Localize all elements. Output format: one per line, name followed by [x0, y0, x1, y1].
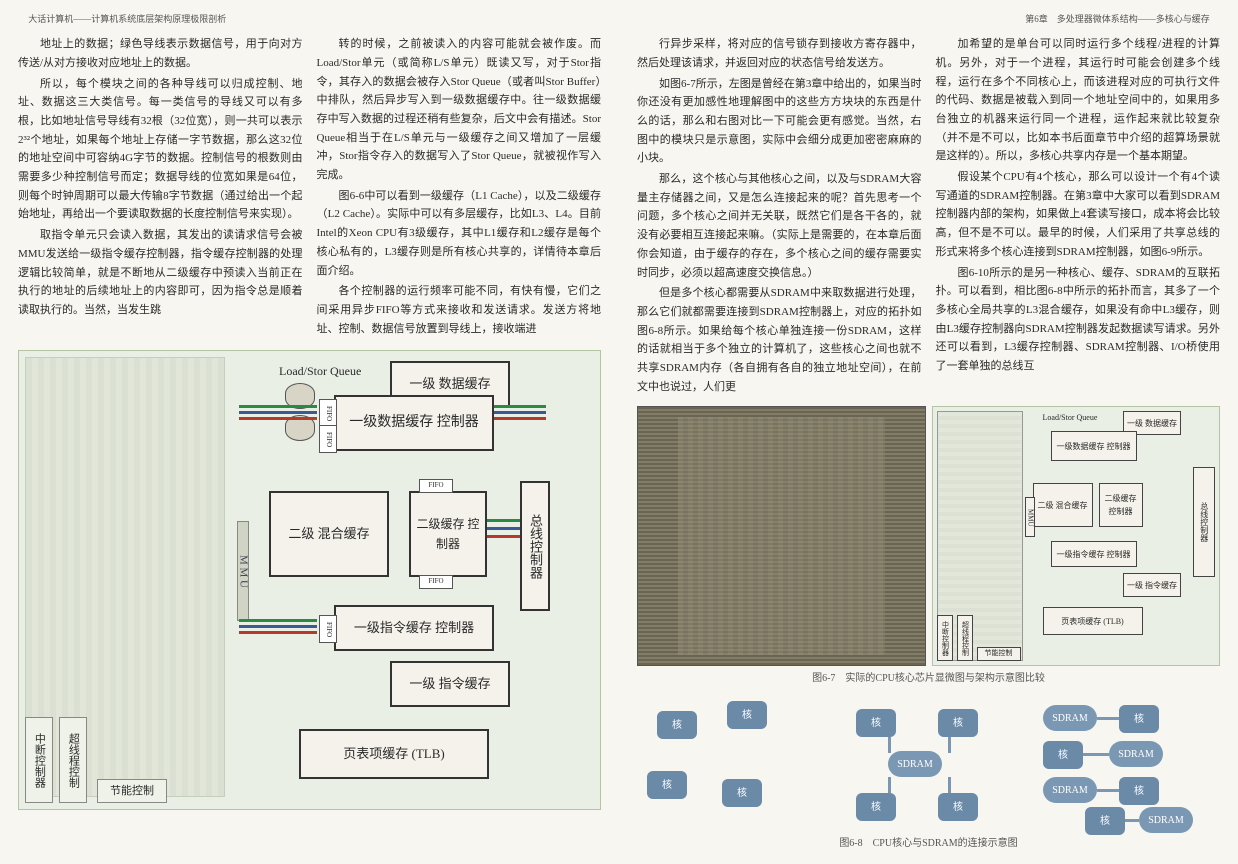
core-node: 核 [1043, 741, 1083, 769]
core-node: 核 [1119, 777, 1159, 805]
core-node: 核 [722, 779, 762, 807]
right-col-2: 加希望的是单台可以同时运行多个线程/进程的计算机。另外，对于一个进程，其运行时可… [936, 35, 1221, 398]
topology-c: SDRAM 核 核 SDRAM SDRAM 核 核 SDRAM [1039, 701, 1220, 831]
l2-ctrl-mini: 二级缓存 控制器 [1099, 483, 1143, 527]
left-header: 大话计算机——计算机系统底层架构原理极限剖析 [18, 12, 601, 35]
cpu-sketch-background [25, 357, 225, 797]
arch-mini-diagram: Load/Stor Queue 一级 数据缓存 一级数据缓存 控制器 二级 混合… [932, 406, 1221, 666]
l2-cache-controller: 二级缓存 控制器 [409, 491, 487, 577]
l1i-ctrl-mini: 一级指令缓存 控制器 [1051, 541, 1137, 567]
para: 如图6-7所示，左图是曾经在第3章中给出的，如果当时你还没有更加感性地理解图中的… [637, 75, 922, 168]
l1-data-cache-controller: 一级数据缓存 控制器 [334, 395, 494, 451]
para: 取指令单元只会读入数据，其发出的读请求信号会被MMU发送给一级指令缓存控制器，指… [18, 226, 303, 319]
fifo-icon: FIFO [319, 399, 337, 427]
edge [1125, 819, 1139, 822]
para: 假设某个CPU有4个核心，那么可以设计一个有4个读写通道的SDRAM控制器。在第… [936, 168, 1221, 261]
book-title: 大话计算机——计算机系统底层架构原理极限剖析 [28, 14, 226, 24]
core-node: 核 [856, 793, 896, 821]
core-node: 核 [856, 709, 896, 737]
arrow-green [239, 405, 317, 408]
core-node: 核 [1085, 807, 1125, 835]
die-micrograph [637, 406, 926, 666]
interrupt-controller: 中断控制器 [25, 717, 53, 803]
left-col-1: 地址上的数据；绿色导线表示数据信号，用于向对方传送/从对方接收对应地址上的数据。… [18, 35, 303, 340]
core-node: 核 [727, 701, 767, 729]
para: 加希望的是单台可以同时运行多个线程/进程的计算机。另外，对于一个进程，其运行时可… [936, 35, 1221, 166]
arrow-blue [239, 411, 317, 414]
edge [888, 777, 891, 793]
para: 但是多个核心都需要从SDRAM中来取数据进行处理，那么它们就都需要连接到SDRA… [637, 284, 922, 396]
fifo-icon: FIFO [419, 575, 453, 589]
para: 地址上的数据；绿色导线表示数据信号，用于向对方传送/从对方接收对应地址上的数据。 [18, 35, 303, 72]
core-node: 核 [938, 793, 978, 821]
core-node: 核 [657, 711, 697, 739]
power-mini: 节能控制 [977, 647, 1021, 661]
sdram-node: SDRAM [1109, 741, 1163, 767]
fifo-icon: FIFO [419, 479, 453, 493]
edge [1083, 753, 1109, 756]
l1i-mini: 一级 指令缓存 [1123, 573, 1181, 597]
tlb-mini: 页表项缓存 (TLB) [1043, 607, 1143, 635]
para: 转的时候，之前被读入的内容可能就会被作废。而Load/Stor单元（或简称L/S… [317, 35, 602, 185]
arrow-blue [239, 625, 317, 628]
right-page: 第6章 多处理器微体系结构——多核心与缓存 行异步采样，将对应的信号锁存到接收方… [619, 0, 1238, 864]
arrow-red [239, 417, 317, 420]
edge [1097, 789, 1119, 792]
sdram-node: SDRAM [888, 751, 942, 777]
mmu-mini: MMU [1025, 497, 1035, 537]
left-col-2: 转的时候，之前被读入的内容可能就会被作废。而Load/Stor单元（或简称L/S… [317, 35, 602, 340]
arrow-red [494, 417, 546, 420]
l1d-ctrl-mini: 一级数据缓存 控制器 [1051, 431, 1137, 461]
irq-mini: 中断控制器 [937, 615, 953, 661]
mmu-block: M M U [237, 521, 249, 621]
lsq-label: Load/Stor Queue [279, 361, 361, 381]
bus-controller: 总线控制器 [520, 481, 550, 611]
sdram-node: SDRAM [1043, 705, 1097, 731]
right-header: 第6章 多处理器微体系结构——多核心与缓存 [637, 12, 1220, 35]
fifo-icon: FIFO [319, 615, 337, 643]
edge [888, 737, 891, 753]
tlb-block: 页表项缓存 (TLB) [299, 729, 489, 779]
sdram-node: SDRAM [1043, 777, 1097, 803]
para: 所以，每个模块之间的各种导线可以归成控制、地址、数据这三大类信号。每一类信号的导… [18, 75, 303, 225]
figure-6-7: Load/Stor Queue 一级 数据缓存 一级数据缓存 控制器 二级 混合… [637, 406, 1220, 666]
figure-6-8: 核 核 核 核 SDRAM 核 核 核 核 SDRAM 核 核 SDRAM SD… [637, 701, 1220, 831]
sdram-node: SDRAM [1139, 807, 1193, 833]
right-columns: 行异步采样，将对应的信号锁存到接收方寄存器中，然后处理该请求，并返回对应的状态信… [637, 35, 1220, 398]
hyperthread-control: 超线程控制 [59, 717, 87, 803]
core-node: 核 [1119, 705, 1159, 733]
topology-b: SDRAM 核 核 核 核 [838, 701, 1019, 831]
edge [1097, 717, 1119, 720]
l2-mini: 二级 混合缓存 [1033, 483, 1093, 527]
bus-mini: 总线控制器 [1193, 467, 1215, 577]
para: 图6-10所示的是另一种核心、缓存、SDRAM的互联拓扑。可以看到，相比图6-8… [936, 264, 1221, 376]
ht-mini: 超线程控制 [957, 615, 973, 661]
figure-6-6: M M U Load/Stor Queue 一级 数据缓存 一级数据缓存 控制器… [18, 350, 601, 810]
power-control: 节能控制 [97, 779, 167, 803]
figure-6-7-caption: 图6-7 实际的CPU核心芯片显微图与架构示意图比较 [637, 670, 1220, 687]
para: 那么，这个核心与其他核心之间，以及与SDRAM大容量主存储器之间，又是怎么连接起… [637, 170, 922, 282]
l1-instr-cache-controller: 一级指令缓存 控制器 [334, 605, 494, 651]
fifo-icon: FIFO [319, 425, 337, 453]
lsq-mini: Load/Stor Queue [1043, 411, 1098, 425]
para: 各个控制器的运行频率可能不同，有快有慢，它们之间采用异步FIFO等方式来接收和发… [317, 282, 602, 338]
core-node: 核 [647, 771, 687, 799]
left-page: 大话计算机——计算机系统底层架构原理极限剖析 地址上的数据；绿色导线表示数据信号… [0, 0, 619, 864]
l1-instr-cache: 一级 指令缓存 [390, 661, 510, 707]
arrow-blue [494, 411, 546, 414]
arrow-red [239, 631, 317, 634]
edge [948, 737, 951, 753]
arrow-green [494, 405, 546, 408]
l2-cache: 二级 混合缓存 [269, 491, 389, 577]
edge [948, 777, 951, 793]
core-node: 核 [938, 709, 978, 737]
chapter-title: 第6章 多处理器微体系结构——多核心与缓存 [1025, 14, 1210, 24]
topology-a: 核 核 核 核 [637, 701, 818, 831]
arrow-green [239, 619, 317, 622]
para: 行异步采样，将对应的信号锁存到接收方寄存器中，然后处理该请求，并返回对应的状态信… [637, 35, 922, 72]
figure-6-8-caption: 图6-8 CPU核心与SDRAM的连接示意图 [637, 835, 1220, 852]
para: 图6-6中可以看到一级缓存（L1 Cache），以及二级缓存（L2 Cache）… [317, 187, 602, 280]
left-columns: 地址上的数据；绿色导线表示数据信号，用于向对方传送/从对方接收对应地址上的数据。… [18, 35, 601, 340]
right-col-1: 行异步采样，将对应的信号锁存到接收方寄存器中，然后处理该请求，并返回对应的状态信… [637, 35, 922, 398]
